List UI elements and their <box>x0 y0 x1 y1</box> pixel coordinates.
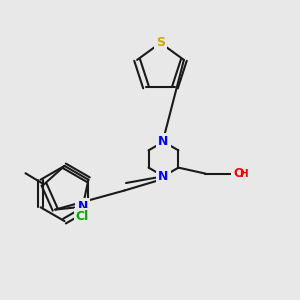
Text: N: N <box>158 135 169 148</box>
Text: H: H <box>74 208 82 218</box>
Text: S: S <box>156 36 165 50</box>
Text: N: N <box>158 170 169 183</box>
Text: N: N <box>77 200 88 213</box>
Text: O: O <box>233 167 244 180</box>
Text: Cl: Cl <box>76 210 89 223</box>
Text: H: H <box>240 169 249 178</box>
